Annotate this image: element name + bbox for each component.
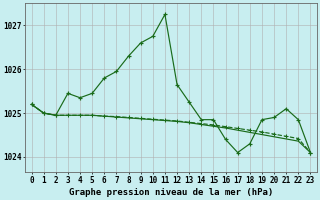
X-axis label: Graphe pression niveau de la mer (hPa): Graphe pression niveau de la mer (hPa) [69,188,273,197]
